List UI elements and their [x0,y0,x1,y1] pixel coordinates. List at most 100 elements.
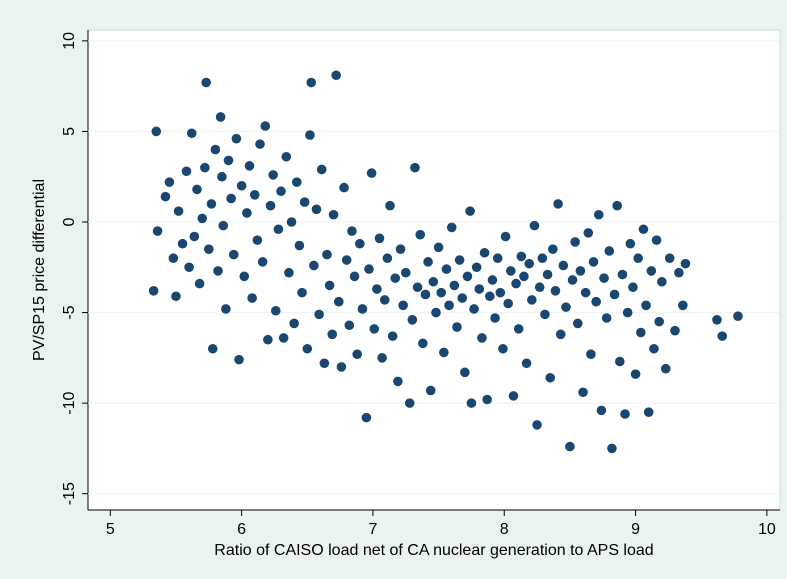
x-tick-label: 8 [500,521,509,538]
point [415,229,426,240]
point [479,247,490,258]
point [670,325,680,336]
point [410,162,420,173]
x-tick-label: 5 [106,521,115,538]
x-axis-title: Ratio of CAISO load net of CA nuclear ge… [214,542,653,559]
point [474,284,485,294]
point [289,318,299,329]
y-tick-label: -15 [61,482,78,505]
point [516,251,527,262]
point [382,253,393,264]
point [284,267,294,278]
point [508,391,519,401]
point [578,387,588,398]
x-tick-label: 10 [758,521,776,538]
point [404,398,415,408]
point [433,242,444,253]
point [223,155,234,166]
point [553,199,563,209]
point [372,284,382,294]
point [328,209,339,220]
point [444,300,454,311]
point [678,300,688,311]
point [364,264,374,274]
point [361,412,372,423]
y-tick-label: -5 [61,305,78,319]
point [651,235,662,245]
point [588,257,599,267]
point [649,343,659,354]
point [192,184,202,195]
point [171,291,181,302]
point [268,170,278,180]
point [339,182,349,193]
point [628,282,638,293]
point [441,264,452,274]
point [255,139,265,149]
point [377,353,387,363]
point [615,356,625,367]
point [206,199,217,209]
point [572,318,583,329]
point [477,333,487,343]
point [506,266,516,276]
point [239,271,250,282]
point [306,77,317,88]
point [302,343,313,354]
point [249,190,260,200]
point [349,271,360,282]
point [466,398,477,408]
point [189,231,200,242]
point [599,273,609,283]
point [186,128,197,139]
point [617,269,628,280]
point [148,286,159,296]
y-tick-label: 5 [61,127,78,136]
point [460,367,470,378]
point [462,271,473,282]
point [620,409,630,419]
point [490,313,500,323]
point [291,177,302,187]
point [217,171,227,182]
point [513,324,524,334]
point [580,287,591,298]
point [657,276,667,287]
point [390,273,401,283]
point [236,180,247,191]
point [168,253,179,264]
point [575,266,586,276]
point [316,164,327,175]
point [534,282,545,293]
point [181,166,192,177]
point [374,233,385,244]
point [160,191,171,202]
point [387,331,398,341]
y-tick-label: -10 [61,391,78,414]
point [561,302,571,312]
plot-area [87,29,781,511]
point [550,286,561,296]
point [439,347,449,358]
point [276,186,286,197]
point [555,329,566,340]
point [622,307,633,318]
point [565,441,575,452]
point [570,237,580,247]
point [521,358,532,369]
point [263,334,273,345]
point [425,385,436,396]
point [221,304,231,314]
point [393,376,403,387]
point [344,320,355,331]
point [446,222,457,233]
point [218,220,229,231]
point [355,238,365,249]
point [503,298,513,309]
point [244,161,255,171]
point [593,209,604,220]
point [428,276,439,287]
point [583,228,594,238]
point [385,200,395,211]
point [643,407,654,417]
